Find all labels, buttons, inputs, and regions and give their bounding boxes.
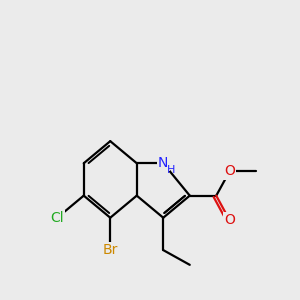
Text: Cl: Cl [50,211,64,225]
Text: O: O [224,164,235,178]
Text: O: O [224,213,235,227]
Text: N: N [158,156,168,170]
Text: H: H [167,165,176,175]
Text: Br: Br [103,243,118,257]
